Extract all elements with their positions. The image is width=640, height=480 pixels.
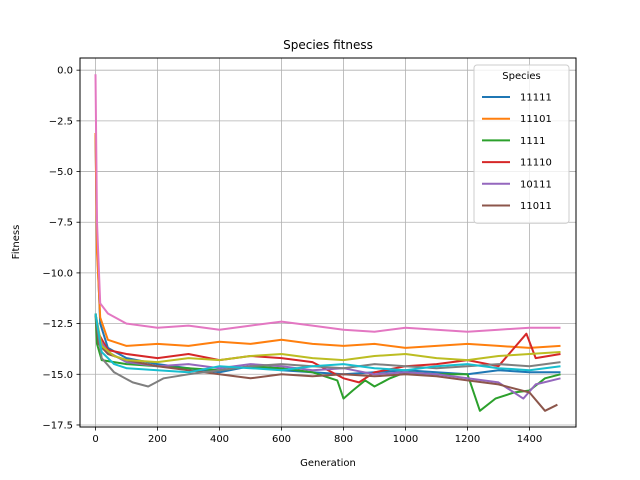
x-tick-label: 800	[334, 434, 353, 445]
x-tick-label: 0	[92, 434, 98, 445]
x-tick-label: 600	[272, 434, 291, 445]
x-tick-label: 200	[148, 434, 167, 445]
legend-label: 1111	[520, 136, 545, 147]
series-line-unlabeled-8	[94, 313, 561, 364]
series-layer	[94, 74, 561, 412]
series-line-unlabeled-7	[94, 313, 561, 388]
legend-label: 11110	[520, 158, 552, 169]
grid	[80, 58, 576, 427]
series-line-11101	[94, 132, 561, 349]
y-tick-label: −5.0	[49, 167, 73, 178]
x-tick-label: 1400	[517, 434, 542, 445]
y-tick-label: 0.0	[57, 66, 73, 77]
series-line-unlabeled-9	[94, 313, 561, 374]
legend-label: 11101	[520, 114, 552, 125]
legend-label: 11111	[520, 93, 552, 104]
axis-ticks: 0 200 400 600 800 1000 1200 1400 0.0 −2.5 −5.0 −7.5…	[42, 66, 542, 445]
legend: Species 11111 11101 1111 11110 10111 11011	[473, 64, 570, 224]
legend-label: 11011	[520, 201, 552, 212]
x-tick-label: 400	[210, 434, 229, 445]
y-tick-label: −17.5	[42, 420, 73, 431]
series-line-unlabeled-6	[94, 74, 561, 333]
y-tick-label: −15.0	[42, 370, 73, 381]
y-tick-label: −2.5	[49, 116, 73, 127]
legend-title: Species	[502, 71, 541, 82]
x-tick-label: 1200	[455, 434, 480, 445]
y-axis-label: Fitness	[11, 225, 22, 260]
x-tick-label: 1000	[393, 434, 418, 445]
x-axis-label: Generation	[300, 458, 356, 469]
series-line-10111	[94, 313, 561, 400]
chart-title: Species fitness	[283, 38, 373, 52]
y-tick-label: −7.5	[49, 218, 73, 229]
y-tick-label: −12.5	[42, 319, 73, 330]
y-tick-label: −10.0	[42, 268, 73, 279]
legend-label: 10111	[520, 179, 552, 190]
plot-frame	[79, 57, 577, 428]
